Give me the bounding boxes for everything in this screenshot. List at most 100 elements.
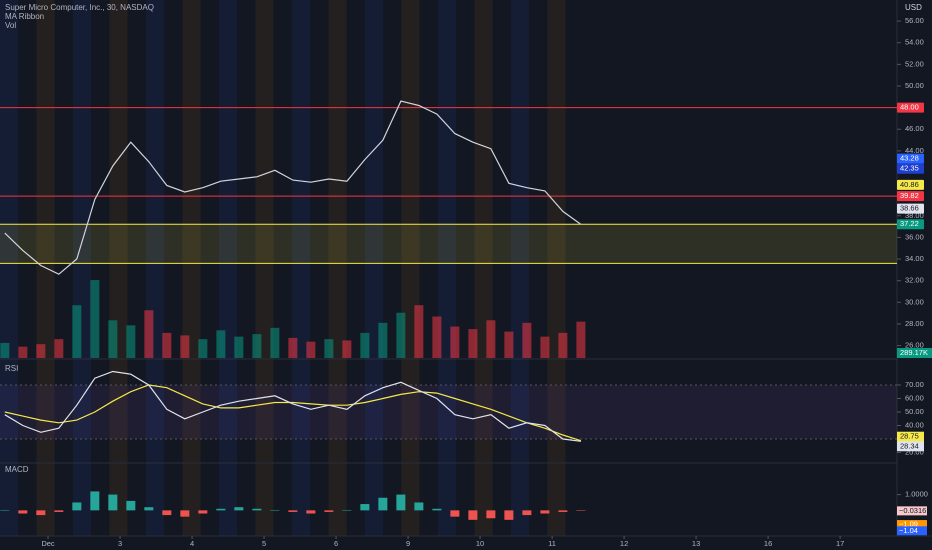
x-tick-label: Dec (41, 539, 55, 548)
session-shading (0, 0, 566, 536)
macd-bar (576, 510, 586, 511)
session-band (328, 0, 347, 536)
y-tick-label: 56.00 (905, 16, 924, 25)
y-tick-label: 34.00 (905, 254, 924, 263)
x-tick-label: 11 (548, 539, 556, 548)
session-band (365, 0, 383, 536)
volume-bar (432, 316, 442, 358)
macd-bar (288, 510, 298, 512)
axis-label-bg (897, 102, 924, 113)
session-band (474, 0, 493, 536)
price-label: 48.00 (900, 103, 919, 112)
macd-bar (54, 510, 64, 512)
volume-bar (450, 326, 460, 358)
volume-bar (36, 344, 46, 358)
indicator-label: MA Ribbon (5, 12, 44, 21)
y-tick-label: 28.00 (905, 319, 924, 328)
volume-bar (414, 305, 424, 358)
axis-label-bg (897, 153, 924, 164)
session-band (438, 0, 456, 536)
macd-bar (36, 510, 46, 516)
axis-label-bg (897, 441, 924, 452)
macd-bar (18, 510, 28, 514)
y-tick-label: 38.00 (905, 211, 924, 220)
macd-bar (234, 507, 244, 511)
volume-bar (468, 329, 478, 358)
x-tick-label: 9 (406, 539, 410, 548)
volume-bar (270, 327, 280, 358)
y-tick-label: 32.00 (905, 276, 924, 285)
axis-label-bg (897, 191, 924, 202)
y-tick-label: 20.00 (905, 448, 924, 457)
volume-bar (0, 342, 10, 358)
y-tick-label: 40.00 (905, 420, 924, 429)
y-tick-label: 46.00 (905, 124, 924, 133)
macd-bar (306, 510, 316, 514)
session-band (511, 0, 529, 536)
volume-bar (486, 320, 496, 358)
macd-bar (72, 502, 82, 511)
macd-bar (522, 510, 532, 516)
axis-label-bg (897, 506, 927, 516)
y-tick-label: 70.00 (905, 380, 924, 389)
volume-bar (576, 321, 586, 358)
axis-label-bg (897, 348, 932, 358)
macd-bar (198, 510, 208, 514)
macd-bar (324, 510, 334, 512)
macd-bar (504, 510, 514, 520)
volume-bar (396, 312, 406, 358)
rsi-ma-line (4, 384, 582, 442)
y-tick-label: 36.00 (905, 232, 924, 241)
macd-bar (432, 508, 442, 511)
volume-bar (306, 341, 316, 358)
session-band (182, 0, 201, 536)
chart-title: Super Micro Computer, Inc., 30, NASDAQ (5, 3, 154, 12)
price-label: 43.28 (900, 154, 919, 163)
session-band (547, 0, 566, 536)
axis-label-bg (897, 179, 924, 190)
x-tick-label: 4 (190, 539, 194, 548)
macd-bar (486, 510, 496, 519)
macd-bar (396, 494, 406, 511)
session-band (146, 0, 164, 536)
axis-label-bg (897, 520, 927, 530)
session-band (401, 0, 420, 536)
macd-bar (360, 504, 370, 511)
volume-bar (54, 339, 64, 358)
x-tick-label: 10 (476, 539, 484, 548)
y-tick-label: 44.00 (905, 146, 924, 155)
macd-bar (180, 510, 190, 517)
volume-bar (342, 340, 352, 358)
axis-label-bg (897, 203, 924, 214)
rsi-label: 28.75 (900, 432, 919, 441)
y-tick-label: 52.00 (905, 59, 924, 68)
macd-bar (144, 507, 154, 511)
price-line (4, 100, 582, 275)
y-tick-label: 60.00 (905, 393, 924, 402)
volume-bar (90, 280, 100, 358)
volume-bar (522, 322, 532, 358)
macd-bar (558, 510, 568, 512)
macd-bar (414, 502, 424, 511)
x-tick-label: 12 (620, 539, 628, 548)
axis-label-bg (897, 163, 924, 174)
macd-bar (216, 508, 226, 511)
rsi-label: 28.34 (900, 441, 919, 450)
macd-bar (90, 491, 100, 511)
x-tick-label: 13 (692, 539, 700, 548)
x-tick-label: 17 (836, 539, 844, 548)
axis-label-bg (897, 431, 924, 442)
x-tick-label: 16 (764, 539, 772, 548)
session-band (109, 0, 128, 536)
volume-bar (162, 332, 172, 358)
macd-label: −0.0316 (899, 506, 926, 515)
volume-bar (234, 336, 244, 358)
zone (0, 224, 897, 264)
y-tick-label: 50.00 (905, 407, 924, 416)
axis-label-bg (897, 526, 927, 536)
indicator-label: Vol (5, 21, 16, 30)
price-label: 38.66 (900, 204, 919, 213)
x-tick-label: 6 (334, 539, 338, 548)
rsi-line (4, 370, 581, 442)
